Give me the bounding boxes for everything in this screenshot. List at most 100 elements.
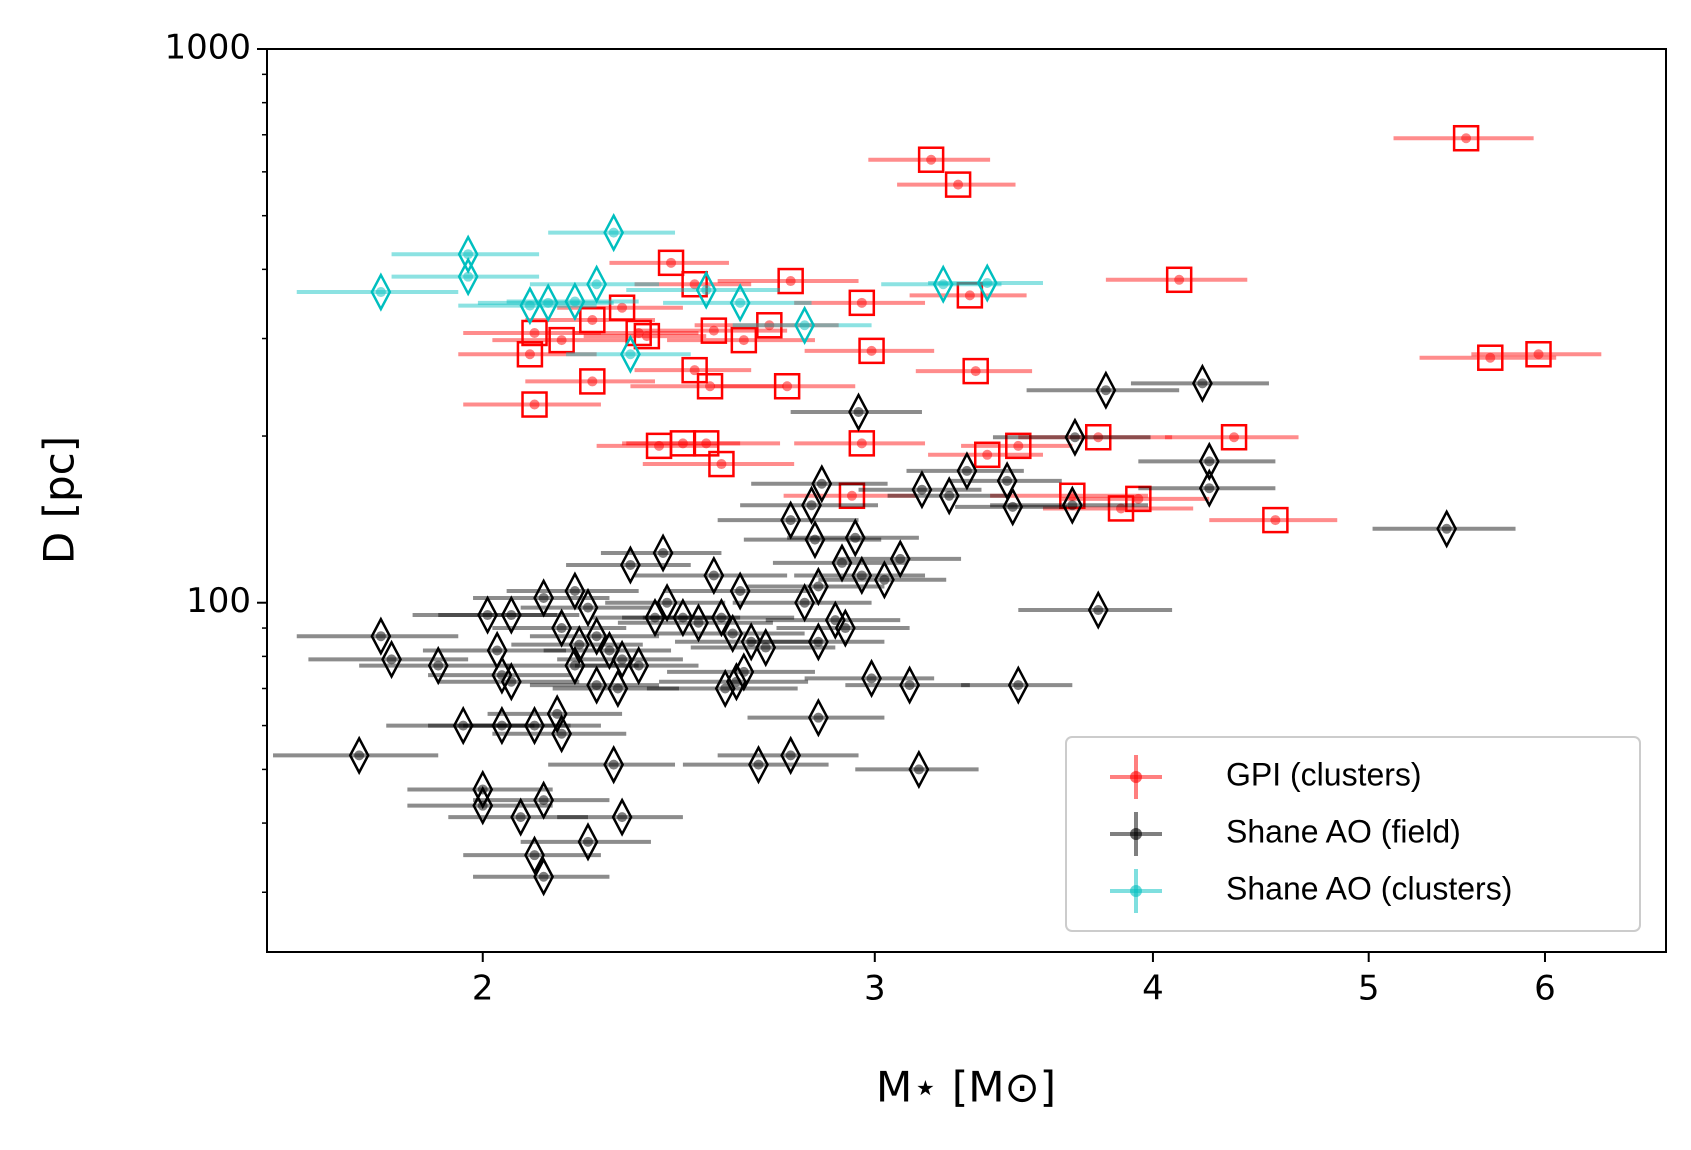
marker — [801, 485, 822, 525]
point — [953, 179, 964, 190]
marker — [672, 597, 694, 638]
point — [716, 612, 727, 623]
marker — [524, 705, 545, 746]
marker — [831, 543, 853, 583]
point — [856, 438, 867, 449]
point — [705, 381, 716, 392]
point — [813, 712, 824, 723]
marker — [700, 317, 728, 344]
marker — [628, 645, 650, 686]
legend-label: GPI (clusters) — [1226, 756, 1422, 792]
point — [764, 320, 775, 331]
marker — [551, 714, 573, 754]
point — [641, 331, 652, 342]
point — [666, 257, 677, 268]
point — [735, 297, 746, 308]
point — [677, 438, 688, 449]
point — [982, 449, 993, 460]
point — [633, 660, 644, 671]
marker — [656, 583, 678, 623]
x-axis-label: M⋆ [M⊙] — [876, 1063, 1056, 1112]
point — [708, 325, 719, 336]
marker — [577, 587, 599, 628]
marker — [695, 270, 717, 310]
point — [753, 759, 764, 770]
marker — [1125, 485, 1152, 513]
marker — [1452, 124, 1480, 152]
point — [846, 490, 857, 501]
marker — [370, 616, 392, 656]
point — [850, 532, 861, 543]
point — [591, 680, 602, 691]
point — [1093, 432, 1104, 443]
marker — [620, 545, 641, 585]
point — [587, 376, 598, 387]
marker — [457, 257, 479, 297]
marker — [824, 600, 846, 640]
marker — [692, 430, 720, 457]
marker — [911, 470, 933, 510]
marker — [889, 539, 911, 579]
point — [1533, 349, 1544, 360]
point — [916, 484, 927, 495]
marker — [427, 645, 449, 686]
point — [604, 645, 615, 656]
point — [556, 335, 567, 346]
point — [458, 720, 469, 731]
marker — [586, 665, 608, 705]
point — [556, 623, 567, 634]
marker — [794, 305, 816, 345]
marker — [1007, 665, 1029, 705]
point — [944, 490, 955, 501]
marker — [944, 171, 972, 198]
marker — [962, 357, 989, 385]
point — [689, 365, 700, 376]
point — [738, 335, 749, 346]
point — [608, 759, 619, 770]
marker — [807, 622, 829, 662]
marker — [1198, 468, 1220, 508]
point — [569, 585, 580, 596]
point — [837, 557, 848, 568]
marker — [564, 645, 586, 686]
point — [1069, 432, 1080, 443]
point — [677, 612, 688, 623]
point — [587, 315, 598, 326]
marker — [730, 326, 758, 354]
point — [529, 850, 540, 861]
marker — [599, 630, 620, 671]
marker — [703, 555, 725, 596]
point — [612, 683, 623, 694]
point — [633, 327, 644, 338]
point — [1174, 274, 1185, 285]
point — [552, 708, 563, 719]
point — [701, 285, 712, 296]
marker — [848, 392, 869, 432]
point — [574, 639, 585, 650]
point — [583, 836, 594, 847]
y-axis-label: D [pc] — [35, 436, 84, 564]
marker — [1061, 485, 1083, 525]
point — [1007, 501, 1018, 512]
marker — [491, 705, 513, 746]
point — [813, 581, 824, 592]
marker — [1262, 506, 1289, 534]
point — [1441, 523, 1452, 534]
marker — [1005, 432, 1032, 460]
x-tick-label: 6 — [1534, 969, 1556, 1009]
point — [840, 623, 851, 634]
point — [746, 636, 757, 647]
y-tick-label: 100 — [186, 581, 251, 621]
marker — [740, 622, 762, 662]
point — [529, 399, 540, 410]
point — [433, 660, 444, 671]
point — [1485, 352, 1496, 363]
marker — [917, 146, 945, 173]
point — [964, 290, 975, 301]
marker — [608, 294, 636, 321]
point — [591, 631, 602, 642]
point — [1100, 385, 1111, 396]
point — [782, 381, 793, 392]
point — [649, 612, 660, 623]
